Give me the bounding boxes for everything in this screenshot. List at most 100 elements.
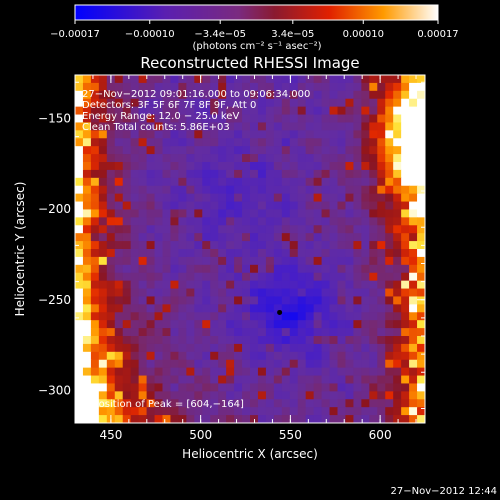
heatmap-cell: [194, 146, 203, 155]
heatmap-cell: [385, 225, 394, 234]
heatmap-cell: [130, 130, 140, 139]
heatmap-cell: [337, 343, 347, 353]
heatmap-cell: [265, 383, 275, 392]
heatmap-cell: [401, 359, 410, 369]
heatmap-cell: [377, 169, 386, 179]
heatmap-cell: [393, 82, 402, 92]
heatmap-cell: [146, 375, 156, 385]
heatmap-cell: [122, 280, 132, 290]
heatmap-cell: [345, 256, 354, 266]
heatmap-cell: [162, 256, 172, 266]
heatmap-cell: [297, 296, 307, 305]
heatmap-cell: [353, 201, 362, 211]
heatmap-cell: [393, 201, 402, 211]
heatmap-cell: [321, 217, 331, 226]
heatmap-cell: [265, 288, 275, 298]
heatmap-cell: [202, 169, 211, 179]
heatmap-cell: [297, 249, 307, 258]
heatmap-cell: [146, 383, 156, 392]
heatmap-cell: [353, 296, 362, 305]
heatmap-cell: [234, 98, 243, 108]
heatmap-cell: [369, 146, 378, 155]
heatmap-cell: [417, 383, 425, 392]
heatmap-cell: [417, 296, 425, 305]
heatmap-cell: [234, 177, 243, 187]
heatmap-cell: [234, 249, 243, 258]
heatmap-cell: [409, 122, 418, 131]
heatmap-cell: [257, 146, 267, 155]
heatmap-cell: [250, 336, 259, 345]
heatmap-cell: [305, 288, 315, 298]
heatmap-cell: [273, 98, 283, 108]
heatmap-cell: [82, 82, 92, 92]
heatmap-cell: [273, 154, 283, 163]
heatmap-cell: [146, 336, 156, 345]
heatmap-cell: [178, 75, 187, 84]
heatmap-cell: [186, 312, 195, 321]
heatmap-cell: [417, 343, 425, 353]
heatmap-cell: [210, 383, 219, 392]
heatmap-cell: [202, 391, 211, 400]
heatmap-cell: [337, 375, 347, 385]
heatmap-cell: [98, 375, 108, 385]
heatmap-cell: [242, 375, 251, 385]
heatmap-cell: [178, 399, 187, 408]
heatmap-cell: [329, 90, 339, 100]
heatmap-cell: [250, 328, 259, 337]
heatmap-cell: [106, 114, 116, 124]
heatmap-cell: [329, 407, 339, 416]
heatmap-cell: [289, 249, 299, 258]
heatmap-cell: [369, 169, 378, 179]
heatmap-cell: [170, 359, 179, 369]
heatmap-cell: [417, 304, 425, 313]
heatmap-cell: [130, 391, 140, 400]
heatmap-cell: [178, 217, 187, 226]
heatmap-cell: [210, 130, 219, 139]
heatmap-cell: [162, 296, 172, 305]
heatmap-cell: [130, 359, 140, 369]
heatmap-cell: [297, 98, 307, 108]
heatmap-cell: [345, 177, 354, 187]
heatmap-cell: [202, 256, 211, 266]
heatmap-cell: [361, 272, 370, 282]
heatmap-cell: [305, 272, 315, 282]
heatmap-cell: [313, 217, 323, 226]
heatmap-cell: [242, 106, 251, 116]
heatmap-cell: [321, 359, 331, 369]
heatmap-cell: [194, 264, 203, 274]
heatmap-cell: [281, 328, 291, 337]
heatmap-cell: [154, 106, 164, 116]
heatmap-cell: [265, 328, 275, 337]
heatmap-cell: [337, 336, 347, 345]
heatmap-cell: [361, 146, 370, 155]
heatmap-cell: [409, 106, 418, 116]
heatmap-cell: [178, 312, 187, 321]
heatmap-cell: [289, 177, 299, 187]
heatmap-cell: [265, 162, 275, 171]
heatmap-cell: [194, 162, 203, 171]
heatmap-cell: [218, 90, 227, 100]
heatmap-cell: [377, 154, 386, 163]
heatmap-cell: [122, 359, 132, 369]
x-tick-label: 550: [279, 428, 302, 442]
heatmap-cell: [401, 114, 410, 124]
heatmap-cell: [257, 177, 267, 187]
heatmap-cell: [337, 209, 347, 218]
heatmap-cell: [130, 407, 140, 416]
heatmap-cell: [114, 201, 124, 211]
heatmap-cell: [361, 209, 370, 218]
heatmap-cell: [361, 304, 370, 313]
heatmap-cell: [98, 359, 108, 369]
heatmap-cell: [178, 106, 187, 116]
heatmap-cell: [369, 82, 378, 92]
heatmap-cell: [337, 304, 347, 313]
heatmap-cell: [289, 201, 299, 211]
heatmap-cell: [369, 351, 378, 361]
heatmap-cell: [417, 391, 425, 400]
heatmap-cell: [361, 98, 370, 108]
heatmap-cell: [106, 209, 116, 218]
heatmap-cell: [106, 225, 116, 234]
heatmap-cell: [154, 280, 164, 290]
heatmap-cell: [321, 407, 331, 416]
heatmap-cell: [401, 138, 410, 147]
